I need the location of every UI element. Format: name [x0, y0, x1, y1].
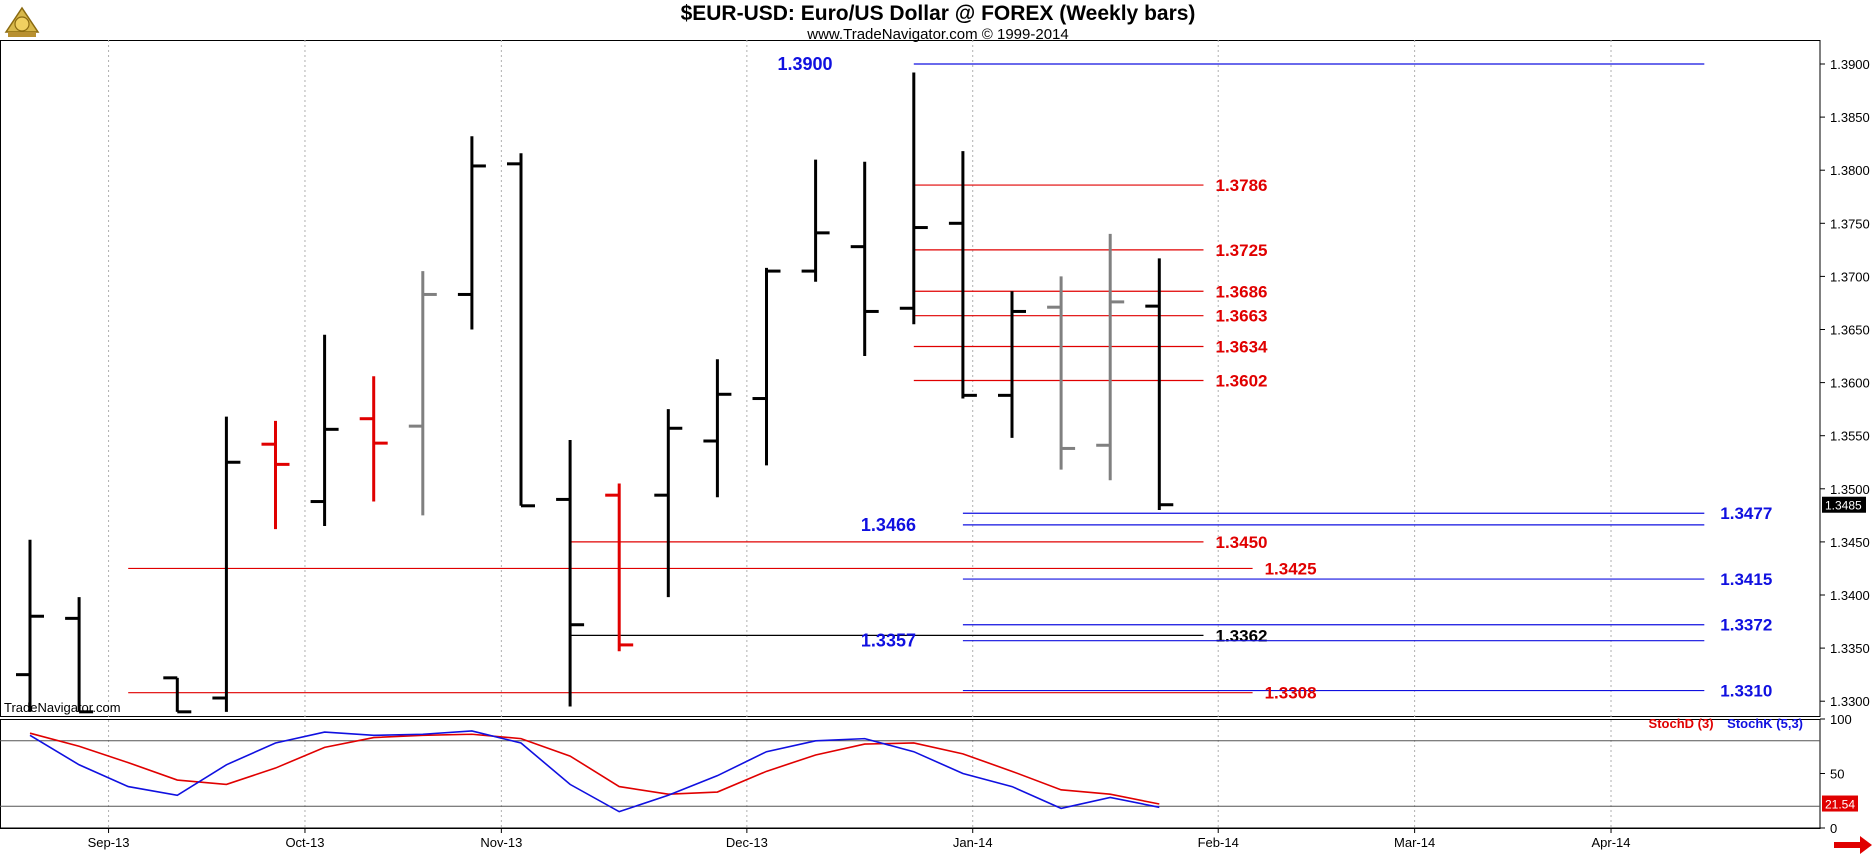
current-price-label: 1.3485 — [1825, 499, 1862, 513]
stochastic-y-tick-label: 100 — [1830, 712, 1852, 727]
level-label: 1.3686 — [1215, 282, 1267, 301]
y-tick-label: 1.3750 — [1830, 216, 1870, 231]
chart-subtitle: www.TradeNavigator.com © 1999-2014 — [807, 26, 1069, 43]
ohlc-bar — [899, 72, 928, 325]
level-label: 1.3372 — [1720, 616, 1772, 635]
level-label: 1.3725 — [1215, 241, 1267, 260]
level-label: 1.3477 — [1720, 504, 1772, 523]
level-label: 1.3450 — [1215, 533, 1267, 552]
y-tick-label: 1.3600 — [1830, 376, 1870, 391]
x-tick-label: Mar-14 — [1394, 835, 1435, 850]
ohlc-bar — [850, 161, 879, 357]
y-tick-label: 1.3500 — [1830, 482, 1870, 497]
stoch-d-line — [29, 732, 1160, 805]
ohlc-bar — [1047, 276, 1076, 470]
ohlc-bar — [752, 267, 781, 466]
level-label: 1.3425 — [1265, 559, 1317, 578]
ohlc-bar — [16, 539, 44, 712]
stochastic-value-label: 21.54 — [1825, 798, 1855, 812]
ohlc-bar — [801, 159, 830, 282]
chart-title: $EUR-USD: Euro/US Dollar @ FOREX (Weekly… — [680, 2, 1196, 25]
ohlc-bar — [1145, 258, 1174, 511]
level-label: 1.3663 — [1215, 307, 1267, 326]
ohlc-bar — [998, 291, 1026, 438]
ohlc-bar — [212, 416, 241, 712]
ohlc-bar — [605, 483, 634, 652]
y-tick-label: 1.3300 — [1830, 694, 1870, 709]
y-tick-label: 1.3450 — [1830, 535, 1870, 550]
x-tick-label: Sep-13 — [88, 835, 130, 850]
ohlc-bar — [703, 359, 732, 498]
ohlc-bar — [310, 334, 339, 526]
level-label: 1.3415 — [1720, 570, 1772, 589]
ohlc-bar — [261, 420, 290, 530]
level-label: 1.3900 — [777, 54, 832, 74]
y-tick-label: 1.3900 — [1830, 57, 1870, 72]
ohlc-bar — [654, 409, 683, 598]
level-label: 1.3310 — [1720, 682, 1772, 701]
y-tick-label: 1.3650 — [1830, 323, 1870, 338]
stoch-k-legend: StochK (5,3) — [1727, 716, 1803, 731]
scroll-right-arrow-icon — [1834, 836, 1872, 854]
y-tick-label: 1.3350 — [1830, 641, 1870, 656]
stochastic-value-tag — [1822, 795, 1858, 812]
ohlc-bar — [65, 597, 94, 714]
y-tick-label: 1.3850 — [1830, 110, 1870, 125]
stochastic-y-tick-label: 50 — [1830, 767, 1844, 782]
x-tick-label: Feb-14 — [1198, 835, 1239, 850]
y-tick-label: 1.3700 — [1830, 269, 1870, 284]
price-panel-frame — [0, 40, 1821, 717]
ohlc-bar — [359, 376, 388, 502]
current-price-tag — [1822, 496, 1866, 513]
ohlc-bar — [163, 676, 192, 714]
ohlc-bar — [948, 151, 977, 399]
x-tick-label: Oct-13 — [285, 835, 324, 850]
level-label: 1.3362 — [1215, 626, 1267, 645]
x-tick-label: Nov-13 — [480, 835, 522, 850]
stochastic-panel-frame — [0, 719, 1821, 829]
level-label: 1.3357 — [861, 631, 916, 651]
x-tick-label: Apr-14 — [1592, 835, 1631, 850]
stochastic-legend: StochD (3) StochK (5,3) — [1649, 716, 1803, 731]
ohlc-bar — [457, 136, 486, 330]
level-label: 1.3786 — [1215, 176, 1267, 195]
level-label: 1.3602 — [1215, 371, 1267, 390]
y-tick-label: 1.3800 — [1830, 163, 1870, 178]
ohlc-bar — [408, 271, 437, 516]
stochastic-y-tick-label: 0 — [1830, 821, 1837, 836]
level-label: 1.3634 — [1215, 337, 1268, 356]
y-tick-label: 1.3400 — [1830, 588, 1870, 603]
y-tick-label: 1.3550 — [1830, 429, 1870, 444]
ohlc-bar — [556, 439, 585, 707]
trade-navigator-logo-icon — [4, 6, 40, 37]
stoch-k-line — [29, 730, 1160, 813]
level-label: 1.3466 — [861, 515, 916, 535]
ohlc-bar — [507, 153, 535, 508]
stoch-d-legend: StochD (3) — [1648, 716, 1714, 731]
x-tick-label: Jan-14 — [953, 835, 993, 850]
level-label: 1.3308 — [1265, 684, 1317, 703]
watermark: TradeNavigator.com — [4, 700, 121, 715]
ohlc-bar — [1096, 233, 1125, 481]
x-tick-label: Dec-13 — [726, 835, 768, 850]
